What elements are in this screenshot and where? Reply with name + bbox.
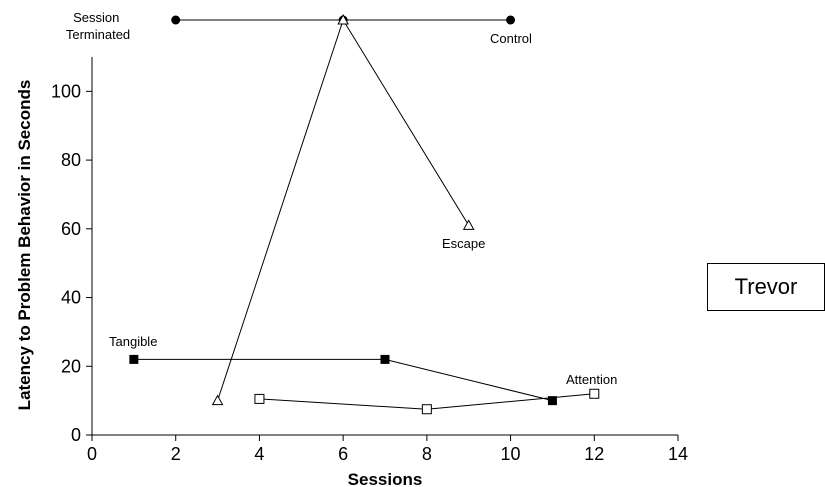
- series-escape: [211, 13, 475, 406]
- series-layer: [129, 13, 600, 415]
- data-point-escape: [462, 219, 475, 230]
- x-tick-label: 0: [87, 444, 97, 464]
- series-label-control: Control: [490, 31, 532, 46]
- x-tick-label: 6: [338, 444, 348, 464]
- series-label-attention: Attention: [566, 372, 617, 387]
- series-label-escape: Escape: [442, 236, 485, 251]
- data-point-attention: [254, 393, 265, 404]
- axes: 0 2 4 6 8 10 12 14 0 20 40 60 80 100: [51, 57, 688, 464]
- series-line-escape: [217, 18, 470, 401]
- y-tick-label: 20: [61, 356, 81, 376]
- y-tick-label: 100: [51, 81, 81, 101]
- y-tick-label: 80: [61, 150, 81, 170]
- session-terminated-line1: Session: [73, 10, 119, 25]
- y-tick-label: 60: [61, 219, 81, 239]
- data-point-tangible: [380, 354, 390, 364]
- data-point-control: [506, 15, 516, 25]
- y-tick-label: 40: [61, 288, 81, 308]
- participant-name-box: Trevor: [707, 263, 825, 311]
- x-axis-title: Sessions: [348, 470, 423, 487]
- data-point-escape: [337, 13, 349, 25]
- series-label-tangible: Tangible: [109, 334, 157, 349]
- data-point-tangible: [547, 396, 557, 406]
- x-tick-label: 4: [254, 444, 264, 464]
- series-tangible: [129, 354, 557, 406]
- y-axis-title: Latency to Problem Behavior in Seconds: [15, 80, 34, 411]
- data-point-escape: [211, 394, 224, 406]
- x-tick-label: 10: [501, 444, 521, 464]
- data-point-tangible: [129, 354, 139, 364]
- x-tick-label: 8: [422, 444, 432, 464]
- x-tick-label: 12: [584, 444, 604, 464]
- series-line-tangible: [133, 358, 553, 402]
- y-tick-label: 0: [71, 425, 81, 445]
- labels: Session Terminated Control Escape Tangib…: [15, 10, 617, 487]
- data-point-control: [171, 15, 181, 25]
- x-tick-label: 14: [668, 444, 688, 464]
- session-terminated-label: Session Terminated: [66, 10, 130, 42]
- session-terminated-line2: Terminated: [66, 27, 130, 42]
- series-attention: [254, 388, 600, 415]
- data-point-attention: [589, 388, 600, 399]
- data-point-attention: [421, 404, 432, 415]
- x-tick-label: 2: [171, 444, 181, 464]
